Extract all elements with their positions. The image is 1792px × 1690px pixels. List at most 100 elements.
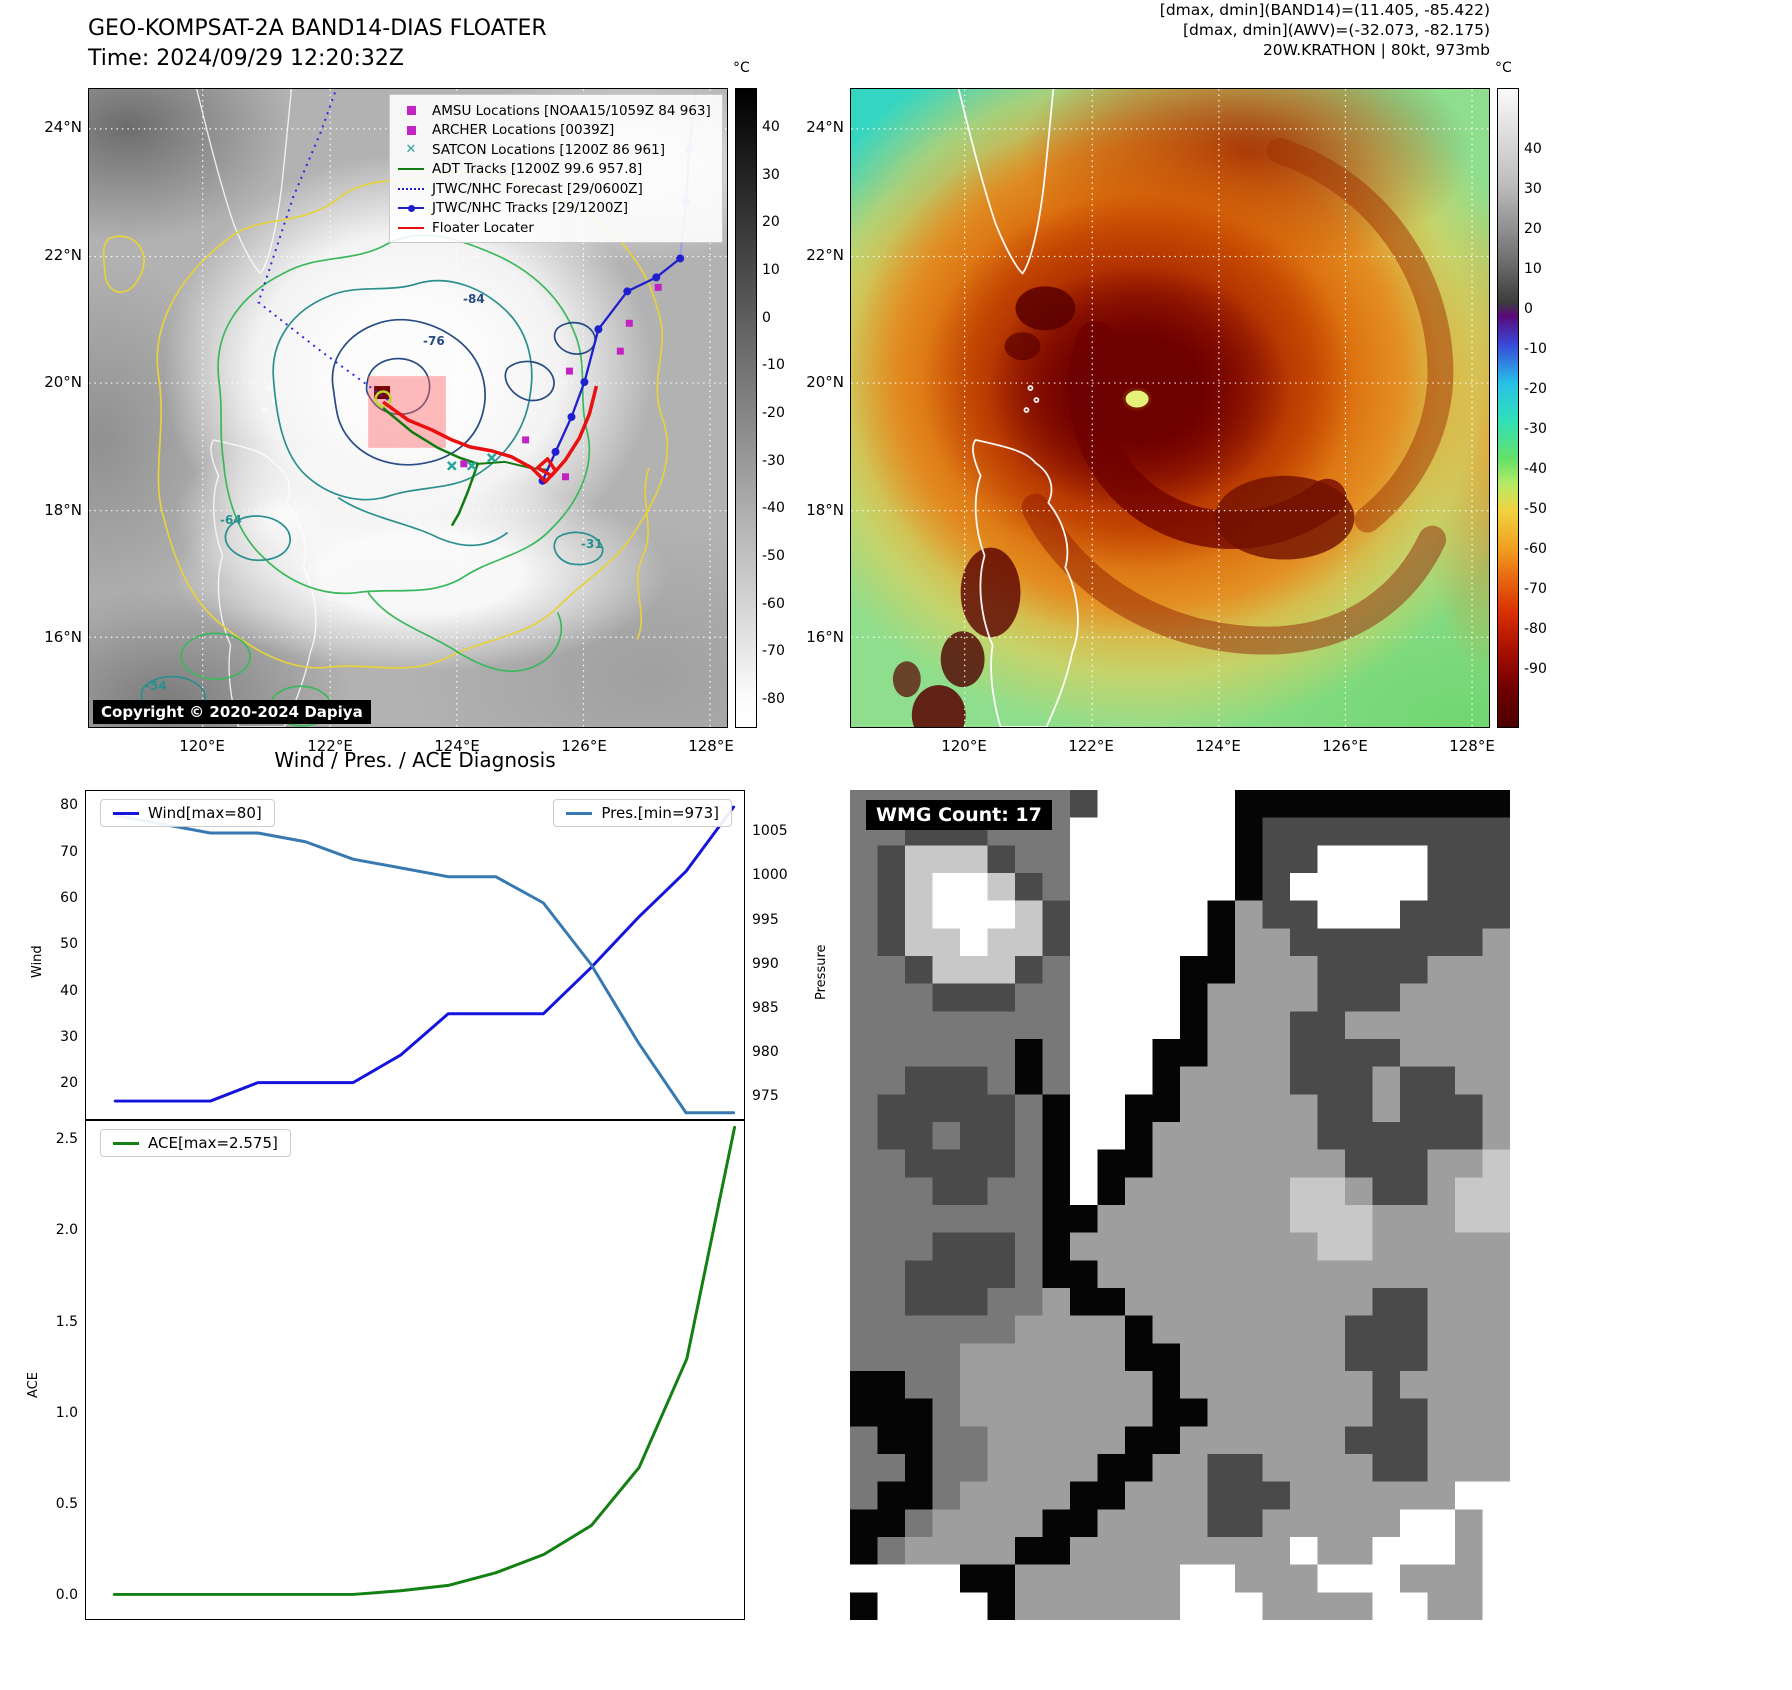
legend-item-floater: Floater Locater (396, 218, 718, 238)
colorbar-tick: 40 (1524, 141, 1542, 157)
data-series-line (113, 813, 736, 1115)
temperature-contours (156, 170, 669, 673)
colorbar-tick: -50 (1524, 501, 1547, 517)
colorbar-tick: -20 (1524, 381, 1547, 397)
taiwan-coastline (957, 89, 1055, 275)
ace-chart: ACE[max=2.575] (85, 1120, 745, 1620)
archer-square-icon (396, 125, 426, 135)
taiwan-coastline (195, 89, 293, 275)
awv-satellite-map (850, 88, 1490, 728)
floater-line-icon (396, 226, 426, 229)
band14-legend: AMSU Locations [NOAA15/1059Z 84 963] ARC… (389, 94, 723, 243)
lat-label: 18°N (44, 501, 82, 519)
axis-tick: 1000 (752, 867, 788, 884)
band14-subtitle: Time: 2024/09/29 12:20:32Z (88, 46, 404, 71)
axis-tick: 1.0 (55, 1404, 78, 1421)
lat-label: 22°N (806, 246, 844, 264)
data-series-line (112, 1125, 737, 1596)
ace-line-icon (113, 1141, 139, 1145)
ace-legend: ACE[max=2.575] (100, 1129, 291, 1157)
colorbar-tick: -80 (1524, 621, 1547, 637)
lon-label: 122°E (1068, 737, 1114, 755)
colorbar-tick: 30 (762, 166, 780, 183)
band14-colorbar-unit: °C (733, 60, 750, 76)
axis-tick: 990 (752, 955, 779, 972)
storm-id-intensity: 20W.KRATHON | 80kt, 973mb (1262, 41, 1490, 59)
colorbar-tick: 20 (1524, 221, 1542, 237)
pressure-line-icon (566, 811, 593, 815)
satcon-markers (446, 452, 497, 471)
temperature-contour-blobs (102, 235, 651, 727)
luzon-coastline (971, 438, 1079, 727)
colorbar-tick: 0 (1524, 301, 1533, 317)
diagnosis-title: Wind / Pres. / ACE Diagnosis (274, 748, 556, 772)
satcon-x-icon: ✕ (405, 142, 417, 158)
contour-label: -31 (581, 537, 603, 551)
axis-tick: 80 (60, 797, 78, 814)
axis-tick: 60 (60, 889, 78, 906)
axis-tick: 2.5 (55, 1131, 78, 1148)
axis-tick: 70 (60, 843, 78, 860)
colorbar-tick: 30 (1524, 181, 1542, 197)
contour-label: -84 (463, 292, 485, 306)
wind-pressure-plot (113, 805, 736, 1115)
floater-region (368, 376, 446, 448)
colorbar-tick: -40 (762, 500, 785, 517)
axis-tick: 985 (752, 999, 779, 1016)
axis-tick: 30 (60, 1028, 78, 1045)
colorbar-tick: -80 (762, 690, 785, 707)
contour-label: -54 (145, 679, 167, 693)
awv-colorbar-unit: °C (1495, 60, 1512, 76)
data-series-line (113, 805, 736, 1103)
colorbar-tick: -20 (762, 404, 785, 421)
lon-label: 128°E (1449, 737, 1495, 755)
colorbar-tick: -70 (762, 643, 785, 660)
dmax-dmin-band14: [dmax, dmin](BAND14)=(11.405, -85.422) (1159, 1, 1490, 19)
colorbar-tick: -70 (1524, 581, 1547, 597)
legend-item-forecast: JTWC/NHC Forecast [29/0600Z] (396, 179, 718, 199)
colorbar-tick: -60 (762, 595, 785, 612)
lon-label: 122°E (307, 737, 353, 755)
colorbar-tick: 10 (1524, 261, 1542, 277)
colorbar-tick: -30 (762, 452, 785, 469)
lon-label: 126°E (1322, 737, 1368, 755)
wmg-pixel-image (850, 790, 1510, 1620)
axis-tick: 20 (60, 1075, 78, 1092)
coastline-group (957, 89, 1079, 727)
band14-title: GEO-KOMPSAT-2A BAND14-DIAS FLOATER (88, 16, 547, 41)
lat-label: 16°N (806, 628, 844, 646)
awv-map-overlay (851, 89, 1489, 727)
lat-label: 16°N (44, 628, 82, 646)
legend-item-jtwc-track: JTWC/NHC Tracks [29/1200Z] (396, 199, 718, 219)
amsu-square-icon (396, 106, 426, 116)
wind-line-icon (113, 811, 139, 815)
amsu-archer-markers (460, 283, 662, 481)
wind-pressure-chart: Wind[max=80] Pres.[min=973] (85, 790, 745, 1120)
pressure-axis-label: Pressure (814, 944, 829, 1000)
colorbar-tick: -50 (762, 547, 785, 564)
wmg-microwave-panel: WMG Count: 17 (850, 790, 1510, 1620)
adt-line-icon (396, 168, 426, 171)
axis-tick: 0.0 (55, 1587, 78, 1604)
jtwc-forecast-track (257, 89, 389, 401)
colorbar-tick: -10 (1524, 341, 1547, 357)
lat-label: 20°N (806, 373, 844, 391)
track-line-dot-icon (396, 204, 426, 212)
colorbar-tick: -60 (1524, 541, 1547, 557)
lat-label: 18°N (806, 501, 844, 519)
lat-lon-grid (851, 89, 1489, 727)
forecast-dotted-icon (396, 187, 426, 190)
colorbar-tick: 10 (762, 261, 780, 278)
colorbar-tick: 0 (762, 309, 771, 326)
axis-tick: 995 (752, 911, 779, 928)
colorbar-tick: -40 (1524, 461, 1547, 477)
lon-label: 120°E (179, 737, 225, 755)
axis-tick: 1005 (752, 823, 788, 840)
colorbar-tick: -10 (762, 357, 785, 374)
ace-plot (112, 1125, 737, 1596)
legend-item-archer: ARCHER Locations [0039Z] (396, 121, 718, 141)
copyright-badge: Copyright © 2020-2024 Dapiya (93, 700, 371, 724)
axis-tick: 975 (752, 1088, 779, 1105)
colorbar-tick: -90 (1524, 661, 1547, 677)
typhoon-eye (1122, 387, 1152, 411)
